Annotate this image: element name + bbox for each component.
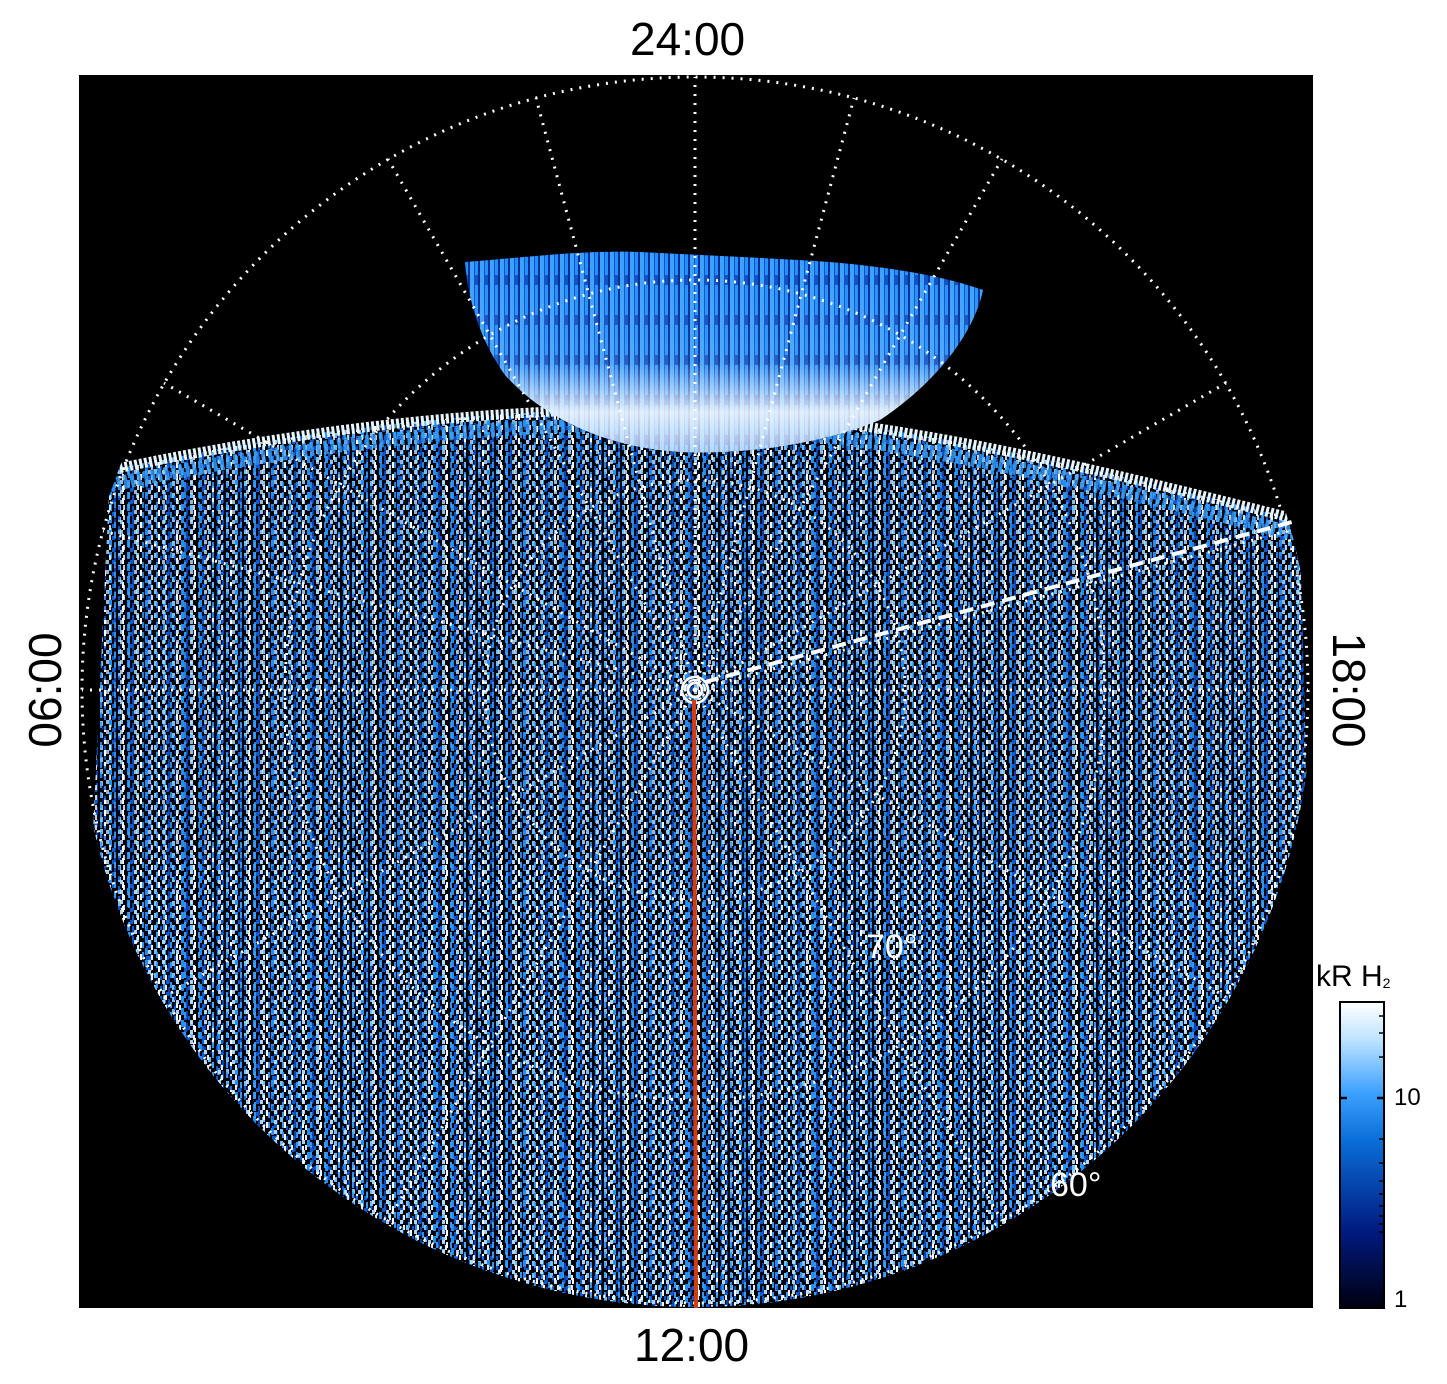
colorbar bbox=[1339, 1001, 1385, 1309]
latitude-label-inner: 70° bbox=[866, 928, 917, 966]
latitude-label-outer: 60° bbox=[1050, 1166, 1101, 1204]
dashed-reference-line bbox=[704, 520, 1293, 684]
colorbar-tick-1: 1 bbox=[1394, 1286, 1408, 1313]
local-time-label-midnight: 24:00 bbox=[630, 13, 746, 65]
pole-marker bbox=[686, 681, 704, 699]
auroral-oval bbox=[465, 251, 983, 453]
noon-meridian-line bbox=[692, 699, 698, 1308]
local-time-label-noon: 12:00 bbox=[634, 1319, 750, 1371]
colorbar-tick-10: 10 bbox=[1394, 1084, 1421, 1111]
colorbar-title: kR H2 bbox=[1316, 960, 1391, 993]
meridian-grid bbox=[82, 77, 1308, 1222]
